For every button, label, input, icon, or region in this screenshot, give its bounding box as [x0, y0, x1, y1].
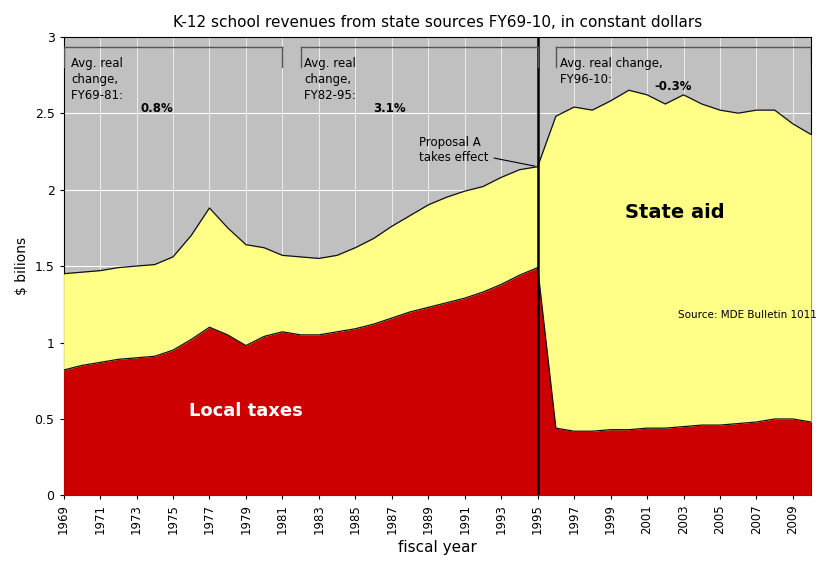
- Y-axis label: $ bilions: $ bilions: [15, 237, 29, 295]
- Text: 3.1%: 3.1%: [374, 103, 407, 116]
- Text: Proposal A
takes effect: Proposal A takes effect: [419, 136, 535, 166]
- Text: State aid: State aid: [625, 203, 724, 222]
- Text: 0.8%: 0.8%: [140, 103, 173, 116]
- Text: Source: MDE Bulletin 1011: Source: MDE Bulletin 1011: [678, 310, 816, 320]
- Text: Avg. real change,
FY96-10:: Avg. real change, FY96-10:: [559, 56, 662, 86]
- X-axis label: fiscal year: fiscal year: [398, 540, 477, 555]
- Text: Local taxes: Local taxes: [189, 402, 302, 420]
- Text: Avg. real
change,
FY69-81:: Avg. real change, FY69-81:: [71, 56, 127, 101]
- Text: -0.3%: -0.3%: [654, 80, 692, 93]
- Text: Avg. real
change,
FY82-95:: Avg. real change, FY82-95:: [304, 56, 360, 101]
- Title: K-12 school revenues from state sources FY69-10, in constant dollars: K-12 school revenues from state sources …: [173, 15, 702, 30]
